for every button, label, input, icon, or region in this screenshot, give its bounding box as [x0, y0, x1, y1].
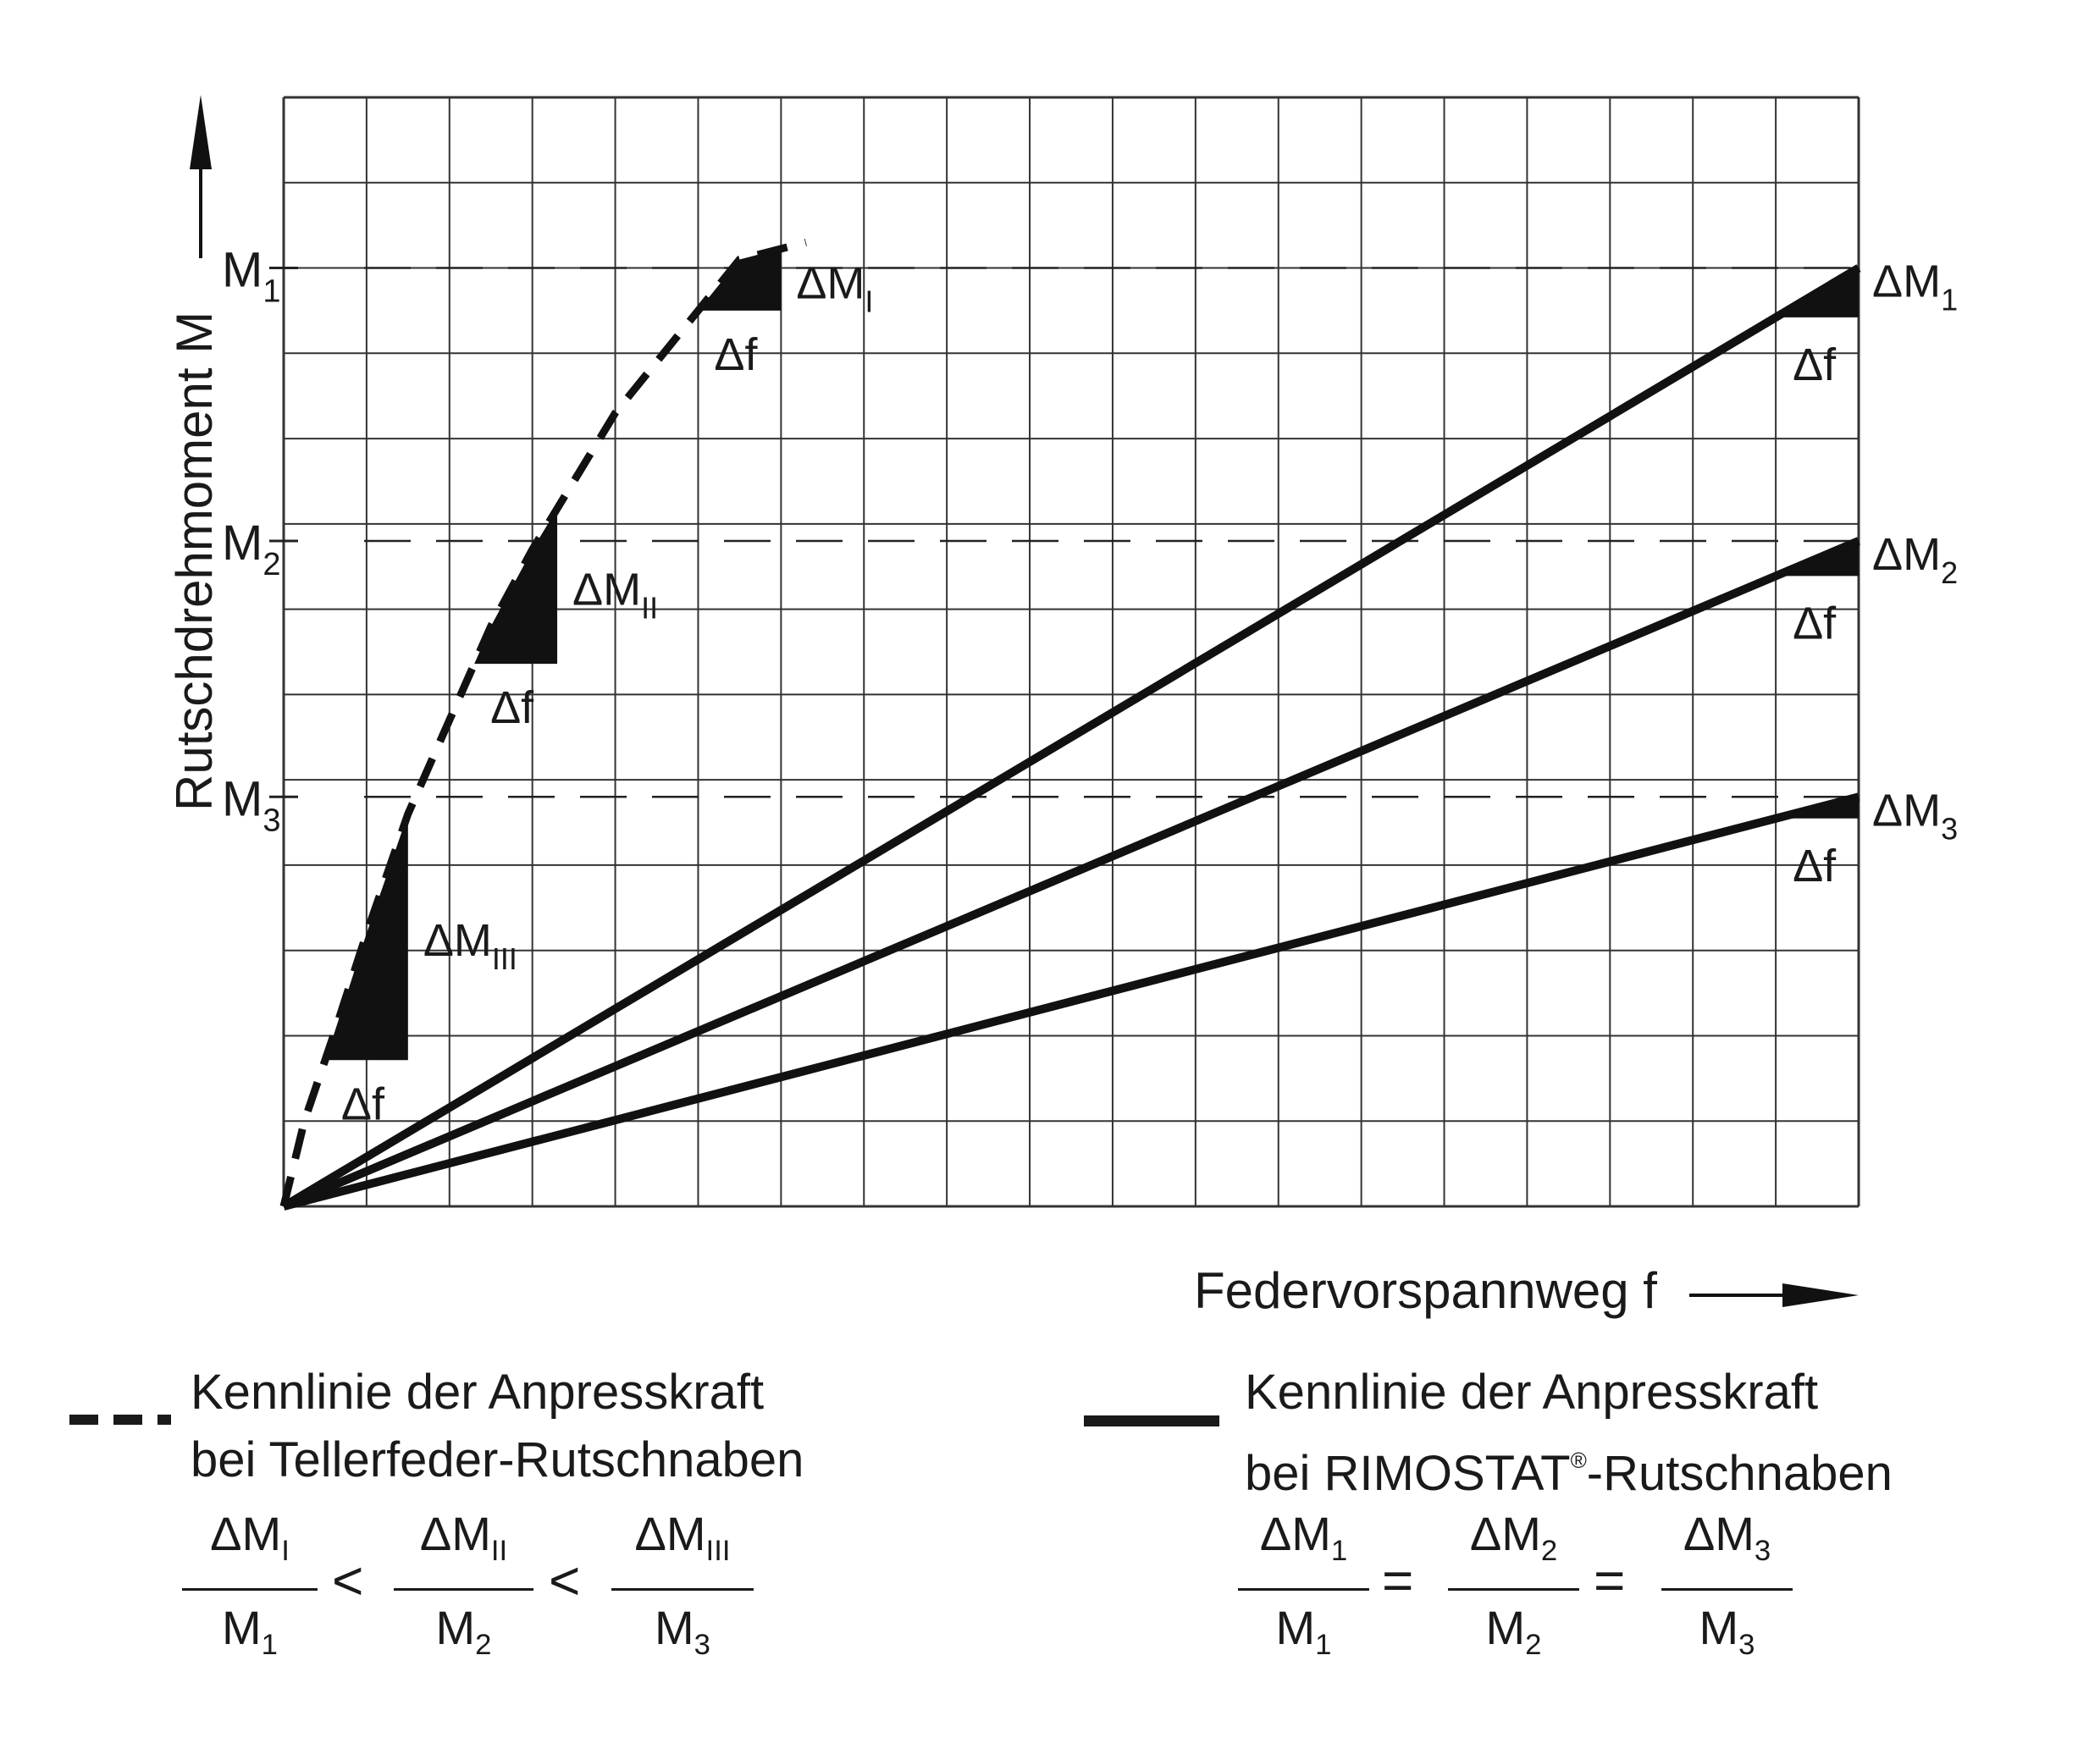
axes [190, 95, 1859, 1307]
delta-m-label: ΔMII [572, 564, 658, 625]
less-than-operator: < [549, 1550, 581, 1611]
delta-m-sub: 3 [1941, 811, 1958, 846]
delta-triangles [324, 248, 1859, 1061]
delta-m-label: ΔMI [796, 257, 873, 318]
fraction: ΔMII M2 [394, 1507, 533, 1672]
delta-m-label: ΔM2 [1872, 529, 1958, 590]
legend-dashed-line1: Kennlinie der Anpresskraft [191, 1365, 765, 1420]
delta-m-label: ΔM3 [1872, 785, 1958, 846]
grid [282, 96, 1860, 1208]
delta-m-sub: III [492, 941, 517, 976]
equals-operator: = [1594, 1550, 1626, 1611]
delta-m-sub: II [641, 590, 658, 625]
delta-m-label: ΔMIII [423, 915, 517, 976]
reference-label-m3: M3 [222, 771, 280, 838]
reference-lines [269, 267, 1859, 798]
delta-f-label: Δf [714, 329, 758, 380]
series-lines [279, 238, 1861, 1211]
solid-series-line [281, 264, 1861, 1211]
delta-m-sub: I [865, 284, 873, 318]
solid-series-line [282, 537, 1860, 1211]
delta-triangle [698, 248, 782, 311]
legend-dashed-text: Kennlinie der Anpresskraft bei Tellerfed… [191, 1359, 804, 1494]
fraction: ΔM3 M3 [1661, 1507, 1793, 1672]
reference-label-m1: M1 [222, 243, 280, 310]
equals-operator: = [1382, 1550, 1414, 1611]
fraction: ΔMI M1 [182, 1507, 318, 1672]
delta-f-label: Δf [1793, 841, 1837, 891]
delta-m-sub: 2 [1941, 555, 1958, 590]
dashed-series-line [279, 238, 807, 1208]
reference-label-sub: 1 [262, 274, 280, 310]
x-axis-label: Federvorspannweg f [1194, 1262, 1657, 1319]
legend-solid-text: Kennlinie der Anpresskraft bei RIMOSTAT®… [1245, 1359, 1893, 1508]
legend-solid-line2: bei RIMOSTAT®-Rutschnaben [1245, 1446, 1893, 1502]
reference-label-m2: M2 [222, 516, 280, 582]
solid-series-line [282, 792, 1860, 1211]
chart-labels: M1 M2 M3 ΔMIII Δf ΔMII Δf ΔMI Δf ΔM1 Δf ΔM2 Δf ΔM3 Δf R… [166, 243, 1958, 1319]
delta-m-label: ΔM1 [1872, 257, 1958, 317]
reference-label-sub: 2 [262, 547, 280, 582]
delta-f-label: Δf [1793, 598, 1837, 648]
y-axis-arrow-head [190, 95, 212, 169]
delta-m-sub: 1 [1941, 283, 1958, 317]
y-axis-label: Rutschdrehmoment M [166, 312, 223, 811]
reference-label-sub: 3 [262, 803, 280, 838]
legend-dashed-line2: bei Tellerfeder-Rutschnaben [191, 1432, 804, 1487]
legend-solid-line1: Kennlinie der Anpresskraft [1245, 1365, 1819, 1420]
fraction: ΔM2 M2 [1448, 1507, 1579, 1672]
x-axis-arrow-head [1782, 1283, 1859, 1307]
fraction: ΔMIII M3 [611, 1507, 754, 1672]
fraction: ΔM1 M1 [1238, 1507, 1369, 1672]
legend-solid-swatch [1084, 1415, 1219, 1426]
delta-f-label: Δf [341, 1079, 385, 1129]
delta-f-label: Δf [490, 682, 534, 733]
delta-f-label: Δf [1793, 339, 1837, 390]
less-than-operator: < [332, 1550, 364, 1611]
legend-dashed-swatch [69, 1415, 171, 1425]
